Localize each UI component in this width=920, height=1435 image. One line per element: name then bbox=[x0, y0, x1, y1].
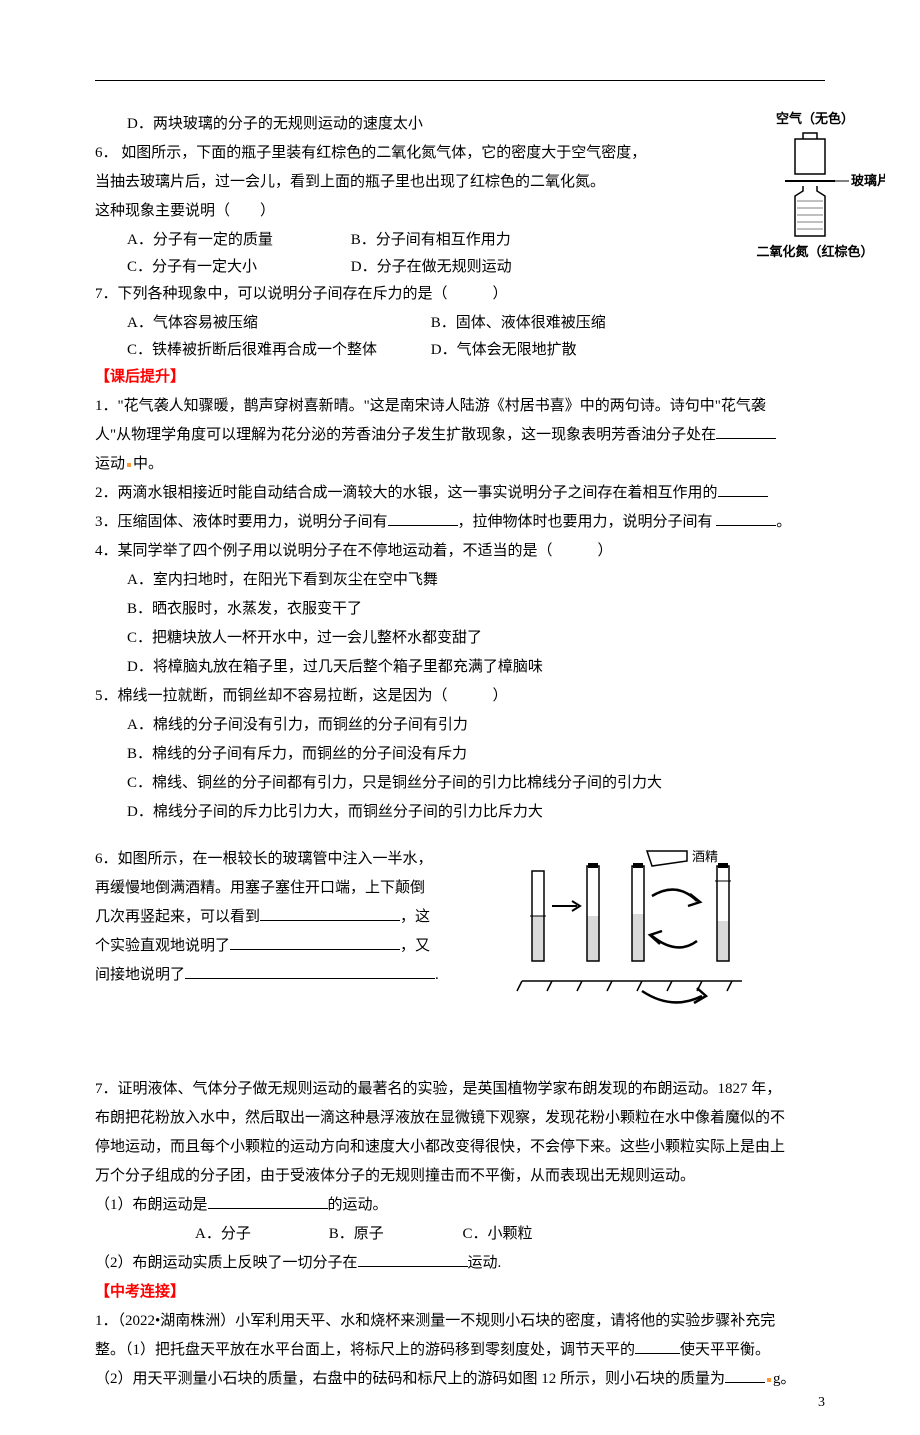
q6-opt-c: C．分子有一定大小 bbox=[127, 254, 347, 281]
q6-opt-a: A．分子有一定的质量 bbox=[127, 227, 347, 254]
tube-diagram: 酒精 bbox=[502, 846, 762, 1026]
aq6-line3: 几次再竖起来，可以看到，这 bbox=[95, 904, 502, 931]
aq7-opt-a: A．分子 bbox=[195, 1221, 325, 1248]
q7-opt-a: A．气体容易被压缩 bbox=[127, 310, 427, 337]
aq7-line3: 停地运动，而且每个小颗粒的运动方向和速度大小都改变得很快，不会停下来。这些小颗粒… bbox=[95, 1134, 835, 1161]
eq1-blank1[interactable] bbox=[635, 1338, 680, 1355]
aq7-opt-c: C．小颗粒 bbox=[463, 1221, 533, 1248]
q6-stem-line3: 这种现象主要说明（ ） bbox=[95, 198, 835, 225]
page-number: 3 bbox=[818, 1390, 825, 1415]
aq3-blank1[interactable] bbox=[388, 510, 458, 527]
aq6-line5: 间接地说明了. bbox=[95, 962, 502, 989]
diagram-label-no2: 二氧化氮（红棕色） bbox=[756, 244, 873, 259]
aq7-blank2[interactable] bbox=[358, 1251, 468, 1268]
accent-dot-icon-2 bbox=[767, 1378, 771, 1382]
q6-opt-b: B．分子间有相互作用力 bbox=[351, 227, 511, 254]
q6-stem-line2: 当抽去玻璃片后，过一会儿，看到上面的瓶子里也出现了红棕色的二氧化氮。 bbox=[95, 169, 835, 196]
aq2: 2．两滴水银相接近时能自动结合成一滴较大的水银，这一事实说明分子之间存在着相互作… bbox=[95, 480, 835, 507]
aq7-line1: 7．证明液体、气体分子做无规则运动的最著名的实验，是英国植物学家布朗发现的布朗运… bbox=[95, 1076, 835, 1103]
aq6-blank2[interactable] bbox=[230, 934, 400, 951]
aq5-opt-a: A．棉线的分子间没有引力，而铜丝的分子间有引力 bbox=[95, 712, 835, 739]
aq6-line2: 再缓慢地倒满酒精。用塞子塞住开口端，上下颠倒 bbox=[95, 875, 502, 902]
aq3: 3．压缩固体、液体时要用力，说明分子间有，拉伸物体时也要用力，说明分子间有 。 bbox=[95, 509, 835, 536]
eq1-line2: 整。（1）把托盘天平放在水平台面上，将标尺上的游码移到零刻度处，调节天平的使天平… bbox=[95, 1337, 835, 1364]
aq1-line1: 1．"花气袭人知骤暖，鹊声穿树喜新晴。"这是南宋诗人陆游《村居书喜》中的两句诗。… bbox=[95, 393, 835, 420]
q7-opt-c: C．铁棒被折断后很难再合成一个整体 bbox=[127, 337, 427, 364]
aq6-line4: 个实验直观地说明了，又 bbox=[95, 933, 502, 960]
q7-options-row1: A．气体容易被压缩 B．固体、液体很难被压缩 bbox=[95, 310, 835, 337]
aq4-opt-b: B．晒衣服时，水蒸发，衣服变干了 bbox=[95, 596, 835, 623]
q5-option-d: D．两块玻璃的分子的无规则运动的速度太小 bbox=[95, 111, 835, 138]
alcohol-label: 酒精 bbox=[692, 849, 718, 864]
header-rule bbox=[95, 80, 825, 81]
q6-options-row1: A．分子有一定的质量 B．分子间有相互作用力 bbox=[95, 227, 835, 254]
eq1-line3: （2）用天平测量小石块的质量，右盘中的砝码和标尺上的游码如图 12 所示，则小石… bbox=[95, 1366, 835, 1393]
aq5-stem: 5．棉线一拉就断，而铜丝却不容易拉断，这是因为（ ） bbox=[95, 683, 835, 710]
aq7-p2: （2）布朗运动实质上反映了一切分子在运动. bbox=[95, 1250, 835, 1277]
aq6-blank1[interactable] bbox=[260, 905, 400, 922]
aq4-stem: 4．某同学举了四个例子用以说明分子在不停地运动着，不适当的是（ ） bbox=[95, 538, 835, 565]
aq3-blank2[interactable] bbox=[716, 510, 776, 527]
accent-dot-icon bbox=[127, 463, 131, 467]
aq4-opt-d: D．将樟脑丸放在箱子里，过几天后整个箱子里都充满了樟脑味 bbox=[95, 654, 835, 681]
aq1-line3: 运动中。 bbox=[95, 451, 835, 478]
aq7-line2: 布朗把花粉放入水中，然后取出一滴这种悬浮液放在显微镜下观察，发现花粉小颗粒在水中… bbox=[95, 1105, 835, 1132]
section-heading-after: 【课后提升】 bbox=[95, 364, 835, 391]
eq1-blank2[interactable] bbox=[725, 1367, 765, 1384]
q7-opt-d: D．气体会无限地扩散 bbox=[431, 337, 577, 364]
aq5-opt-d: D．棉线分子间的斥力比引力大，而铜丝分子间的引力比斥力大 bbox=[95, 799, 835, 826]
q6-stem-line1: 6． 如图所示，下面的瓶子里装有红棕色的二氧化氮气体，它的密度大于空气密度， bbox=[95, 140, 835, 167]
q6-opt-d: D．分子在做无规则运动 bbox=[351, 254, 512, 281]
bottle-diagram: 空气（无色） 玻璃片 二氧化氮（红棕色） bbox=[745, 111, 885, 281]
aq7-opt-b: B．原子 bbox=[329, 1221, 459, 1248]
aq1-line2: 人"从物理学角度可以理解为花分泌的芳香油分子发生扩散现象，这一现象表明芳香油分子… bbox=[95, 422, 835, 449]
aq2-blank[interactable] bbox=[718, 481, 768, 498]
q6-options-row2: C．分子有一定大小 D．分子在做无规则运动 bbox=[95, 254, 835, 281]
aq5-opt-b: B．棉线的分子间有斥力，而铜丝的分子间没有斥力 bbox=[95, 741, 835, 768]
eq1-line1: 1．（2022•湖南株洲）小军利用天平、水和烧杯来测量一不规则小石块的密度，请将… bbox=[95, 1308, 835, 1335]
diagram-label-glass: 玻璃片 bbox=[851, 173, 885, 188]
aq7-line4: 万个分子组成的分子团，由于受液体分子的无规则撞击而不平衡，从而表现出无规则运动。 bbox=[95, 1163, 835, 1190]
aq7-blank1[interactable] bbox=[208, 1193, 328, 1210]
aq1-blank[interactable] bbox=[716, 423, 776, 440]
diagram-label-air: 空气（无色） bbox=[776, 111, 854, 126]
aq5-opt-c: C．棉线、铜丝的分子间都有引力，只是铜丝分子间的引力比棉线分子间的引力大 bbox=[95, 770, 835, 797]
aq4-opt-a: A．室内扫地时，在阳光下看到灰尘在空中飞舞 bbox=[95, 567, 835, 594]
aq6-blank3[interactable] bbox=[185, 963, 435, 980]
q7-options-row2: C．铁棒被折断后很难再合成一个整体 D．气体会无限地扩散 bbox=[95, 337, 835, 364]
aq7-p1: （1）布朗运动是的运动。 bbox=[95, 1192, 835, 1219]
q7-opt-b: B．固体、液体很难被压缩 bbox=[431, 310, 606, 337]
aq7-options: A．分子 B．原子 C．小颗粒 bbox=[95, 1221, 835, 1248]
q7-stem: 7．下列各种现象中，可以说明分子间存在斥力的是（ ） bbox=[95, 281, 835, 308]
aq6-line1: 6．如图所示，在一根较长的玻璃管中注入一半水， bbox=[95, 846, 502, 873]
aq4-opt-c: C．把糖块放人一杯开水中，过一会儿整杯水都变甜了 bbox=[95, 625, 835, 652]
